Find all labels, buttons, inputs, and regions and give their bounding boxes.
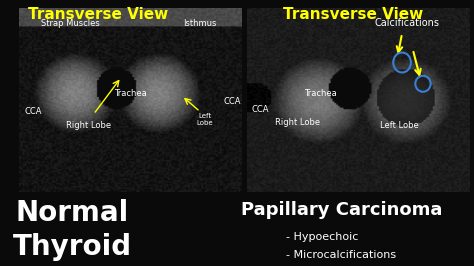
Text: CCA: CCA bbox=[224, 97, 241, 106]
Text: Thyroid: Thyroid bbox=[13, 233, 132, 261]
Text: Transverse View: Transverse View bbox=[28, 7, 168, 22]
Text: Trachea: Trachea bbox=[304, 89, 337, 98]
Text: Normal: Normal bbox=[16, 199, 129, 227]
Text: CCA: CCA bbox=[252, 105, 269, 114]
Text: - Microcalcifications: - Microcalcifications bbox=[286, 250, 396, 260]
Text: Isthmus: Isthmus bbox=[183, 19, 217, 28]
Text: Calcifications: Calcifications bbox=[374, 18, 439, 28]
Text: Trachea: Trachea bbox=[114, 89, 147, 98]
Text: Strap Muscles: Strap Muscles bbox=[41, 19, 100, 28]
Text: Left
Lobe: Left Lobe bbox=[197, 113, 213, 126]
Text: Left Lobe: Left Lobe bbox=[380, 120, 419, 130]
Text: CCA: CCA bbox=[25, 107, 42, 116]
Text: Right Lobe: Right Lobe bbox=[275, 118, 320, 127]
Text: Transverse View: Transverse View bbox=[283, 7, 423, 22]
Text: - Hypoechoic: - Hypoechoic bbox=[286, 232, 358, 242]
Text: Right Lobe: Right Lobe bbox=[66, 120, 111, 130]
Text: Papillary Carcinoma: Papillary Carcinoma bbox=[241, 201, 442, 219]
